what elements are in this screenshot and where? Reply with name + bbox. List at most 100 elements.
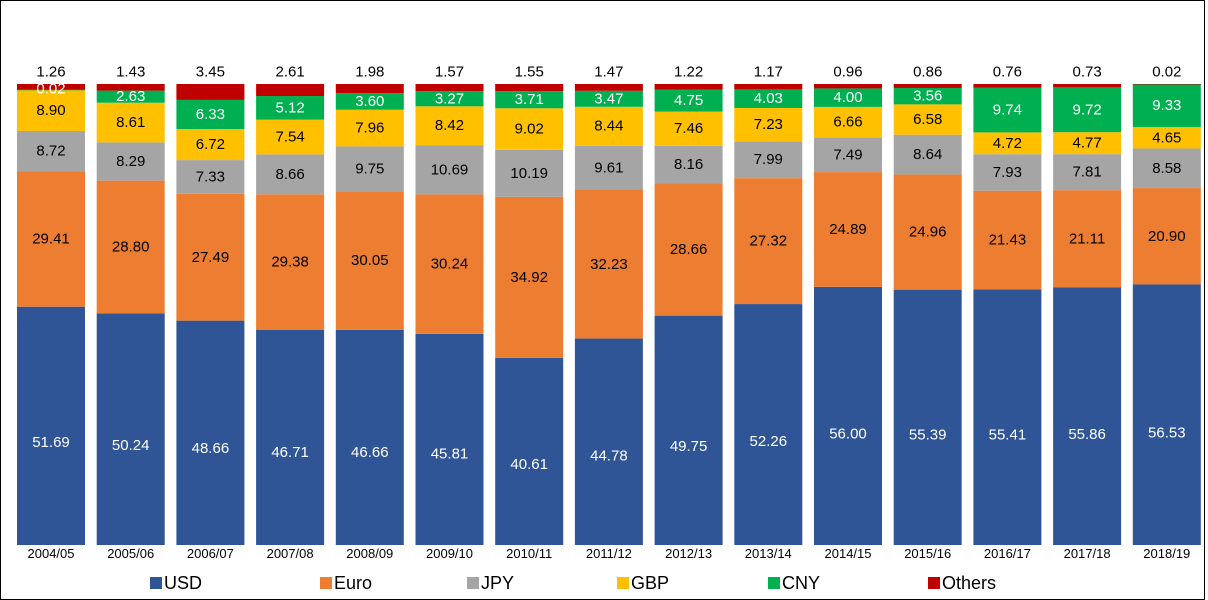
data-label-gbp-2016-17: 4.72 [993, 135, 1022, 152]
data-label-others-2012-13: 1.22 [674, 64, 703, 81]
data-label-jpy-2013-14: 7.99 [754, 151, 783, 168]
bar-segment-euro-2012-13 [654, 183, 723, 316]
bar-segment-cny-2010-11 [495, 91, 564, 109]
data-label-cny-2015-16: 3.56 [913, 88, 942, 105]
bar-segment-others-2010-11 [495, 84, 564, 92]
data-label-euro-2016-17: 21.43 [989, 232, 1027, 249]
bar-segment-cny-2011-12 [574, 90, 643, 107]
bar-segment-gbp-2014-15 [814, 106, 882, 138]
bar-segment-usd-2011-12 [574, 338, 643, 545]
legend-label-gbp: GBP [631, 573, 669, 593]
data-label-usd-2013-14: 52.26 [750, 433, 788, 450]
data-label-cny-2013-14: 4.03 [754, 90, 783, 107]
data-label-gbp-2012-13: 7.46 [674, 120, 703, 137]
data-label-usd-2017-18: 55.86 [1068, 426, 1106, 443]
data-label-gbp-2007-08: 7.54 [275, 129, 304, 146]
bar-segment-jpy-2009-10 [415, 145, 484, 195]
bar-segment-jpy-2005-06 [96, 142, 165, 181]
data-label-cny-2014-15: 4.00 [833, 89, 862, 106]
data-label-others-2017-18: 0.73 [1072, 64, 1101, 81]
data-label-cny-2007-08: 5.12 [275, 99, 304, 116]
data-label-gbp-2011-12: 8.44 [594, 118, 623, 135]
bars-layer [17, 84, 1201, 545]
legend-item-gbp: GBP [617, 573, 669, 593]
bar-segment-euro-2014-15 [814, 172, 882, 287]
data-label-usd-2005-06: 50.24 [112, 437, 150, 454]
data-label-jpy-2009-10: 10.69 [431, 161, 469, 178]
x-tick-label-2014-15: 2014/15 [825, 546, 872, 561]
data-label-cny-2004-05: 0.02 [36, 80, 65, 97]
data-label-usd-2004-05: 51.69 [32, 434, 70, 451]
data-label-usd-2015-16: 55.39 [909, 427, 947, 444]
data-label-gbp-2009-10: 8.42 [435, 117, 464, 134]
data-label-others-2014-15: 0.96 [833, 64, 862, 81]
data-label-gbp-2004-05: 8.90 [36, 102, 65, 119]
bar-segment-others-2015-16 [893, 84, 962, 88]
legend-swatch-cny [768, 577, 780, 589]
data-label-euro-2005-06: 28.80 [112, 239, 150, 256]
bar-segment-gbp-2005-06 [96, 102, 165, 143]
bar-segment-gbp-2015-16 [893, 104, 962, 135]
bar-segment-others-2012-13 [654, 84, 723, 90]
bar-segment-euro-2010-11 [495, 196, 564, 358]
bar-segment-usd-2007-08 [256, 329, 325, 545]
bar-segment-jpy-2007-08 [256, 154, 325, 195]
data-label-jpy-2018-19: 8.58 [1152, 160, 1181, 177]
bar-segment-cny-2007-08 [256, 96, 325, 120]
data-label-euro-2011-12: 32.23 [590, 256, 628, 273]
data-label-others-2005-06: 1.43 [116, 64, 145, 81]
bar-segment-jpy-2013-14 [734, 141, 803, 179]
bar-segment-euro-2013-14 [734, 178, 803, 305]
x-axis: 2004/05 2005/06 2006/07 2007/08 2008/09 2009/… [28, 546, 1191, 561]
data-label-others-2008-09: 1.98 [355, 64, 384, 81]
bar-segment-cny-2013-14 [734, 89, 803, 108]
data-label-jpy-2006-07: 7.33 [196, 168, 225, 185]
bar-segment-cny-2009-10 [415, 91, 484, 107]
data-label-usd-2008-09: 46.66 [351, 444, 389, 461]
legend-item-others: Others [928, 573, 996, 593]
x-tick-label-2016-17: 2016/17 [984, 546, 1031, 561]
legend-label-others: Others [942, 573, 996, 593]
bar-segment-gbp-2013-14 [734, 107, 803, 142]
value-labels-layer: 51.6929.418.728.900.021.2650.2428.808.29… [32, 64, 1185, 474]
bar-segment-gbp-2010-11 [495, 108, 564, 150]
bar-segment-jpy-2017-18 [1053, 154, 1122, 191]
x-tick-label-2005-06: 2005/06 [107, 546, 154, 561]
data-label-cny-2017-18: 9.72 [1072, 101, 1101, 118]
data-label-jpy-2004-05: 8.72 [36, 143, 65, 160]
data-label-euro-2012-13: 28.66 [670, 241, 708, 258]
bar-segment-cny-2004-05 [17, 89, 85, 91]
legend-item-euro: Euro [320, 573, 372, 593]
bar-segment-usd-2009-10 [415, 333, 484, 545]
data-label-usd-2014-15: 56.00 [829, 425, 867, 442]
data-label-others-2015-16: 0.86 [913, 64, 942, 81]
data-label-gbp-2015-16: 6.58 [913, 111, 942, 128]
bar-segment-jpy-2018-19 [1132, 148, 1201, 189]
data-label-jpy-2016-17: 7.93 [993, 164, 1022, 181]
bar-segment-gbp-2017-18 [1053, 132, 1122, 155]
data-label-usd-2007-08: 46.71 [271, 444, 309, 461]
bar-segment-others-2017-18 [1053, 84, 1122, 88]
data-label-cny-2008-09: 3.60 [355, 93, 384, 110]
data-label-euro-2014-15: 24.89 [829, 221, 867, 238]
data-label-others-2006-07: 3.45 [196, 64, 225, 81]
bar-segment-cny-2016-17 [973, 87, 1042, 133]
data-label-usd-2011-12: 44.78 [590, 448, 628, 465]
data-label-gbp-2008-09: 7.96 [355, 120, 384, 137]
data-label-euro-2008-09: 30.05 [351, 252, 389, 269]
data-label-others-2009-10: 1.57 [435, 64, 464, 81]
data-label-jpy-2005-06: 8.29 [116, 153, 145, 170]
bar-segment-cny-2014-15 [814, 88, 882, 107]
data-label-jpy-2010-11: 10.19 [510, 165, 548, 182]
bar-segment-gbp-2004-05 [17, 89, 85, 131]
data-label-usd-2010-11: 40.61 [510, 456, 548, 473]
bar-segment-gbp-2012-13 [654, 111, 723, 146]
bar-segment-others-2013-14 [734, 84, 803, 90]
data-label-cny-2009-10: 3.27 [435, 90, 464, 107]
data-label-usd-2012-13: 49.75 [670, 438, 708, 455]
bar-segment-gbp-2009-10 [415, 106, 484, 146]
bar-segment-gbp-2007-08 [256, 119, 325, 155]
bar-segment-usd-2013-14 [734, 304, 803, 545]
bar-segment-gbp-2018-19 [1132, 127, 1201, 149]
data-label-jpy-2017-18: 7.81 [1072, 164, 1101, 181]
